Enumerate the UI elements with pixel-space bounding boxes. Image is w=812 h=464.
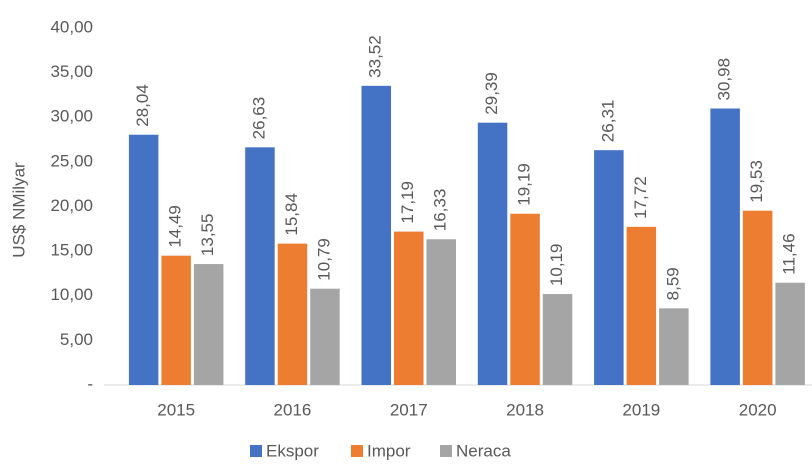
data-label: 10,79 xyxy=(314,238,333,281)
y-tick-label: 30,00 xyxy=(50,107,93,126)
y-tick-label: 25,00 xyxy=(50,151,93,170)
bar xyxy=(426,239,456,385)
y-axis-title: US$ NMilyar xyxy=(9,162,28,258)
bar xyxy=(742,210,773,385)
x-tick-label: 2017 xyxy=(390,400,428,419)
bar xyxy=(161,255,191,385)
bar xyxy=(775,282,805,385)
data-label: 28,04 xyxy=(133,84,152,127)
data-label: 19,53 xyxy=(747,160,766,203)
legend-label: Ekspor xyxy=(266,441,319,460)
data-label: 26,31 xyxy=(598,100,617,143)
bar xyxy=(361,85,391,386)
data-label: 15,84 xyxy=(282,193,301,236)
bar xyxy=(542,294,573,385)
y-tick-label: 5,00 xyxy=(60,330,93,349)
x-tick-label: 2018 xyxy=(506,400,544,419)
legend-label: Neraca xyxy=(456,441,511,460)
y-tick-label: 35,00 xyxy=(50,62,93,81)
y-tick-label: 10,00 xyxy=(50,285,93,304)
bar xyxy=(659,308,689,385)
x-tick-label: 2016 xyxy=(274,400,312,419)
bar xyxy=(193,264,224,385)
bar xyxy=(626,226,657,385)
bar xyxy=(128,134,159,385)
legend-label: Impor xyxy=(367,441,411,460)
data-label: 11,46 xyxy=(780,233,799,274)
bar xyxy=(394,231,424,385)
x-tick-label: 2019 xyxy=(622,400,660,419)
bar xyxy=(245,147,275,385)
y-tick-label: - xyxy=(87,374,93,393)
data-label: 26,63 xyxy=(249,97,268,140)
data-label: 14,49 xyxy=(166,205,185,248)
data-label: 29,39 xyxy=(482,72,501,115)
data-label: 30,98 xyxy=(715,58,734,101)
y-tick-label: 15,00 xyxy=(50,241,93,260)
y-tick-label: 40,00 xyxy=(50,17,93,36)
data-label: 10,19 xyxy=(547,244,566,287)
bar xyxy=(510,213,540,385)
data-label: 8,59 xyxy=(663,267,682,300)
data-label: 16,33 xyxy=(431,189,450,232)
bar xyxy=(477,122,508,386)
x-tick-label: 2020 xyxy=(739,400,777,419)
bar xyxy=(710,108,740,385)
bar xyxy=(594,150,624,385)
bar xyxy=(310,288,340,385)
legend-swatch xyxy=(250,445,262,457)
data-label: 17,72 xyxy=(631,176,650,219)
bar xyxy=(277,243,308,385)
legend-swatch xyxy=(351,445,363,457)
data-label: 13,55 xyxy=(198,214,217,257)
data-label: 19,19 xyxy=(515,163,534,206)
y-tick-label: 20,00 xyxy=(50,196,93,215)
data-label: 33,52 xyxy=(366,35,385,78)
x-tick-label: 2015 xyxy=(157,400,195,419)
legend-swatch xyxy=(440,445,452,457)
data-label: 17,19 xyxy=(398,181,417,224)
